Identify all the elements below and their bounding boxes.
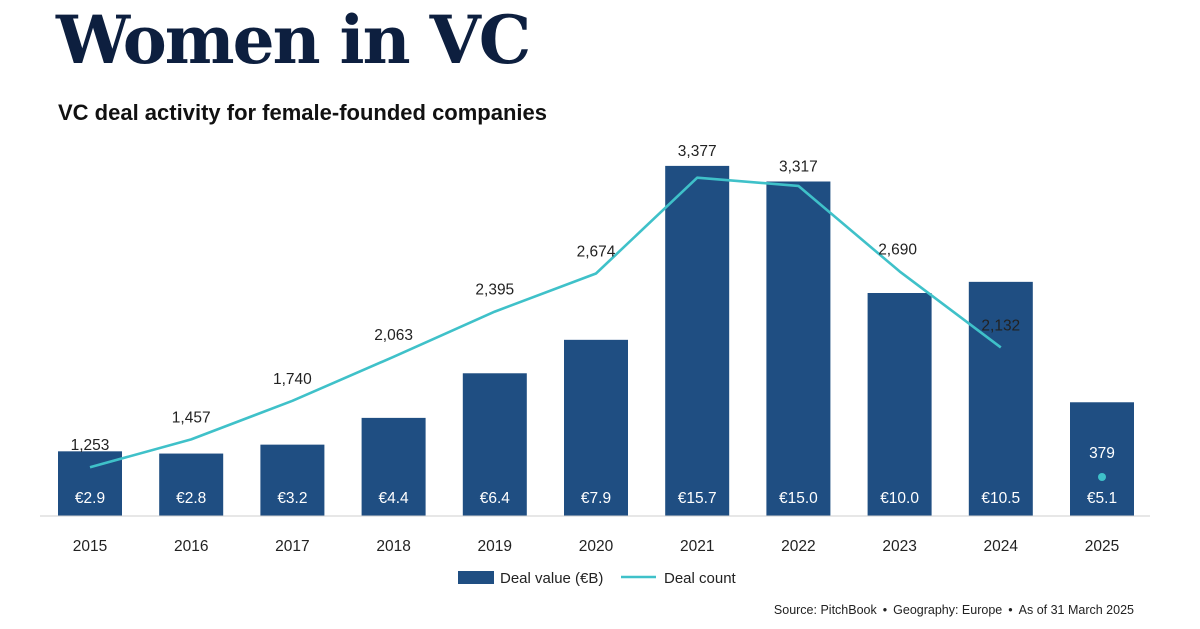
bar-deal-value	[766, 181, 831, 516]
bar-deal-value	[564, 339, 628, 516]
x-tick-label: 2016	[174, 538, 208, 555]
line-value-label: 2,674	[577, 244, 616, 261]
x-tick-label: 2018	[376, 538, 410, 555]
chart-subtitle: VC deal activity for female-founded comp…	[58, 100, 548, 125]
x-tick-label: 2019	[478, 538, 512, 555]
x-tick-label: 2022	[781, 538, 815, 555]
bar-value-label: €15.0	[779, 490, 818, 507]
line-value-label: 1,457	[172, 409, 211, 426]
bar-value-label: €2.8	[176, 490, 206, 507]
legend: Deal value (€B) Deal count	[458, 570, 737, 587]
x-axis-ticks: 2015 2016 2017 2018 2019 2020 2021 2022 2023 2024…	[73, 538, 1119, 555]
x-tick-label: 2023	[882, 538, 916, 555]
bar-value-label: €5.1	[1087, 490, 1117, 507]
line-value-label: 2,690	[878, 241, 917, 258]
bar-value-label: €7.9	[581, 490, 611, 507]
bar-deal-value	[260, 444, 325, 516]
x-tick-label: 2015	[73, 538, 107, 555]
bar-value-label: €2.9	[75, 490, 105, 507]
labels-layer: €2.9 €2.8 €3.2 €4.4 €6.4 €7.9 €15.7 €15.0 €10.0 €…	[71, 143, 1117, 507]
source-note: Source: PitchBook • Geography: Europe • As o…	[774, 603, 1134, 617]
line-value-label: 3,317	[779, 159, 818, 176]
bar-value-label: €3.2	[277, 490, 307, 507]
line-deal-count	[89, 176, 1002, 469]
bars-layer	[58, 165, 1134, 516]
line-value-label: 1,740	[273, 371, 312, 388]
point-deal-count	[1098, 473, 1106, 481]
legend-label-deal-value: Deal value (€B)	[500, 570, 603, 587]
legend-swatch-deal-value	[458, 571, 494, 584]
bar-value-label: €6.4	[480, 490, 511, 507]
x-tick-label: 2017	[275, 538, 309, 555]
combo-chart: €2.9 €2.8 €3.2 €4.4 €6.4 €7.9 €15.7 €15.0 €10.0 €…	[40, 143, 1150, 587]
line-value-label: 2,063	[374, 327, 413, 344]
bar-deal-value	[867, 293, 932, 516]
separator: •	[882, 603, 888, 617]
x-tick-label: 2021	[680, 538, 714, 555]
bar-value-label: €15.7	[678, 490, 717, 507]
separator: •	[1008, 603, 1013, 617]
bar-value-label: €10.5	[981, 490, 1020, 507]
bar-deal-value	[159, 453, 224, 516]
line-value-label: 3,377	[678, 143, 717, 160]
x-tick-label: 2020	[579, 538, 614, 555]
x-tick-label: 2025	[1085, 538, 1119, 555]
bar-deal-value	[1070, 402, 1134, 516]
bar-deal-value	[968, 281, 1033, 516]
bar-value-label: €4.4	[379, 490, 410, 507]
line-value-label: 379	[1089, 445, 1115, 462]
legend-label-deal-count: Deal count	[664, 570, 737, 587]
line-layer	[89, 176, 1106, 481]
geography-text: Geography: Europe	[893, 603, 1003, 617]
bar-deal-value	[361, 417, 426, 516]
page-title: Women in VC	[56, 1, 531, 79]
line-value-label: 1,253	[71, 437, 110, 454]
source-text: Source: PitchBook	[773, 603, 877, 617]
as-of-text: As of 31 March 2025	[1018, 603, 1134, 617]
bar-deal-value	[665, 165, 730, 516]
bar-deal-value	[462, 373, 527, 516]
line-value-label: 2,132	[981, 317, 1020, 334]
bar-value-label: €10.0	[880, 490, 919, 507]
line-value-label: 2,395	[475, 282, 514, 299]
x-tick-label: 2024	[984, 538, 1019, 555]
